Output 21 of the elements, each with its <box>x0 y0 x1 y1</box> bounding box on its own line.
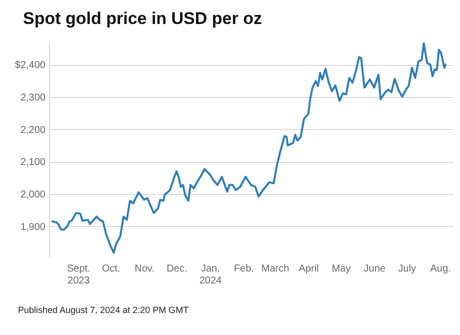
x-tick-label: Jan. 2024 <box>199 264 222 286</box>
y-tick-label: 2,100 <box>20 157 46 168</box>
x-tick-label: Aug. <box>430 264 451 274</box>
x-tick-label: Nov. <box>134 264 154 274</box>
x-tick-label: April <box>298 264 319 274</box>
line-series <box>51 42 446 254</box>
text: Published August 7, 2024 at 2:20 PM GMT <box>17 304 190 315</box>
x-tick-label: March <box>261 264 290 274</box>
x-tick-label: June <box>364 264 386 274</box>
x-tick-label: Oct. <box>102 264 120 274</box>
y-tick-label: 2,300 <box>20 92 46 104</box>
x-tick-label: July <box>398 264 416 274</box>
y-tick-label: 2,200 <box>20 124 46 136</box>
x-tick-label: May <box>332 264 351 274</box>
x-tick-label: Dec. <box>166 264 188 274</box>
x-tick-label: Sept. 2023 <box>66 264 90 286</box>
y-tick-label: 2,000 <box>20 189 46 200</box>
y-tick-label: 1,900 <box>20 222 46 233</box>
y-tick-label: $2,400 <box>14 60 46 72</box>
x-tick-label: Feb. <box>234 264 254 274</box>
chart-title: Spot gold price in USD per oz <box>23 9 262 28</box>
